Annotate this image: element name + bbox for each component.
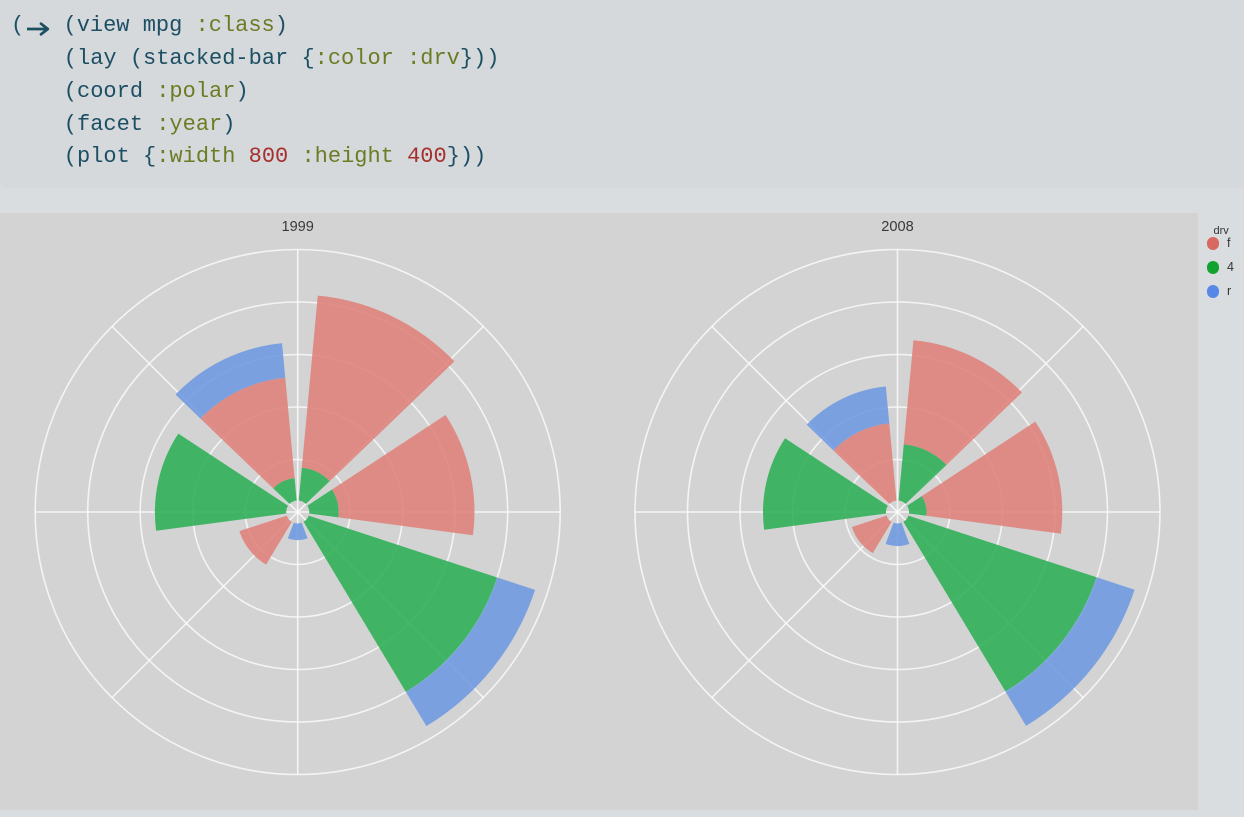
- svg-text:1999: 1999: [281, 219, 313, 235]
- svg-text:2008: 2008: [881, 219, 913, 235]
